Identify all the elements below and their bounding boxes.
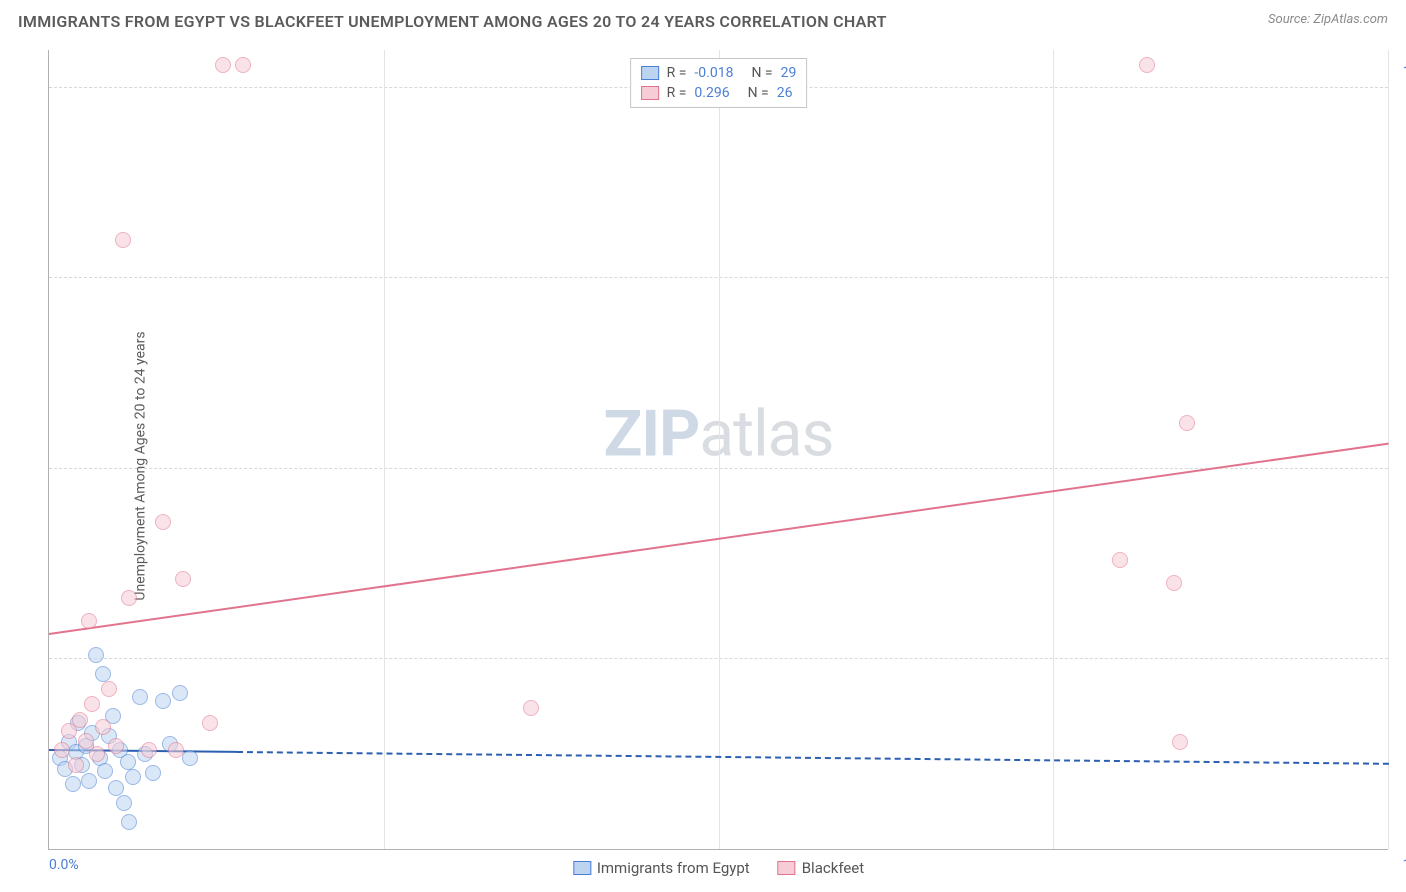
legend-swatch (573, 861, 591, 875)
legend-item: Blackfeet (778, 859, 864, 877)
trend-line (237, 751, 1389, 765)
data-point (95, 666, 111, 682)
gridline-vertical (384, 50, 385, 849)
legend-n-label: N = (748, 85, 769, 101)
data-point (125, 769, 141, 785)
data-point (95, 719, 111, 735)
legend-row: R = 0.296 N = 26 (641, 83, 797, 103)
x-tick-label-min: 0.0% (49, 857, 79, 873)
legend-r-value: -0.018 (694, 65, 733, 81)
data-point (155, 514, 171, 530)
data-point (132, 689, 148, 705)
chart-area: Unemployment Among Ages 20 to 24 years Z… (0, 40, 1406, 892)
legend-swatch (778, 861, 796, 875)
legend-correlation: R = -0.018 N = 29 R = 0.296 N = 26 (630, 58, 808, 108)
data-point (182, 750, 198, 766)
data-point (1172, 734, 1188, 750)
legend-r-label: R = (667, 85, 687, 101)
data-point (155, 693, 171, 709)
chart-source: Source: ZipAtlas.com (1268, 12, 1388, 27)
chart-header: IMMIGRANTS FROM EGYPT VS BLACKFEET UNEMP… (0, 0, 1406, 35)
legend-row: R = -0.018 N = 29 (641, 63, 797, 83)
data-point (202, 715, 218, 731)
data-point (121, 590, 137, 606)
data-point (108, 780, 124, 796)
plot-region: ZIPatlas 25.0%50.0%75.0%100.0%0.0%100.0%… (48, 50, 1388, 850)
x-tick-label-max: 100.0% (1403, 857, 1406, 873)
data-point (523, 700, 539, 716)
data-point (115, 232, 131, 248)
y-tick-label: 100.0% (1403, 64, 1406, 80)
data-point (116, 795, 132, 811)
data-point (81, 613, 97, 629)
data-point (145, 765, 161, 781)
data-point (65, 776, 81, 792)
chart-title: IMMIGRANTS FROM EGYPT VS BLACKFEET UNEMP… (18, 12, 887, 31)
data-point (81, 773, 97, 789)
data-point (1112, 552, 1128, 568)
gridline-vertical (1388, 50, 1389, 849)
gridline-vertical (1053, 50, 1054, 849)
legend-n-value: 29 (781, 65, 797, 81)
legend-r-label: R = (667, 65, 687, 81)
data-point (215, 57, 231, 73)
data-point (1166, 575, 1182, 591)
data-point (175, 571, 191, 587)
data-point (141, 742, 157, 758)
data-point (1179, 415, 1195, 431)
legend-label: Immigrants from Egypt (597, 859, 750, 877)
legend-swatch (641, 66, 659, 80)
data-point (97, 763, 113, 779)
legend-series: Immigrants from Egypt Blackfeet (573, 859, 864, 877)
data-point (54, 742, 70, 758)
data-point (84, 696, 100, 712)
data-point (235, 57, 251, 73)
data-point (172, 685, 188, 701)
data-point (68, 757, 84, 773)
data-point (72, 712, 88, 728)
data-point (108, 738, 124, 754)
data-point (101, 681, 117, 697)
legend-r-value: 0.296 (694, 85, 729, 101)
legend-n-value: 26 (777, 85, 793, 101)
legend-swatch (641, 86, 659, 100)
legend-item: Immigrants from Egypt (573, 859, 750, 877)
watermark-zip: ZIP (604, 396, 700, 471)
data-point (89, 746, 105, 762)
data-point (121, 814, 137, 830)
data-point (168, 742, 184, 758)
gridline-vertical (719, 50, 720, 849)
data-point (1139, 57, 1155, 73)
legend-label: Blackfeet (802, 859, 864, 877)
data-point (120, 754, 136, 770)
data-point (88, 647, 104, 663)
legend-n-label: N = (751, 65, 772, 81)
